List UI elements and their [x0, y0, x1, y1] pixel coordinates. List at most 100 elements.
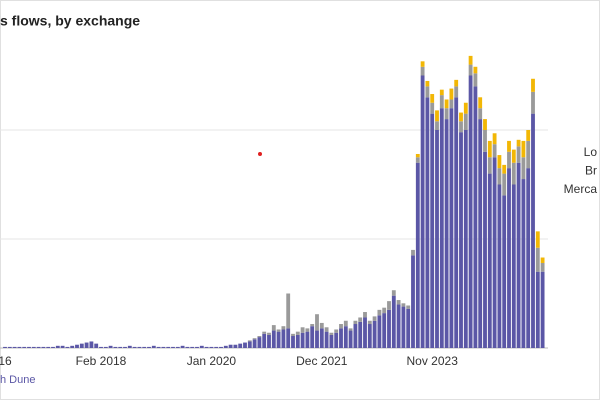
bar-segment: [415, 162, 420, 348]
bar-segment: [492, 144, 497, 158]
bar-segment: [502, 173, 507, 196]
bar-segment: [535, 231, 540, 248]
x-tick-label: Feb 2018: [76, 354, 127, 368]
bar-segment: [324, 327, 329, 332]
bar-segment: [463, 130, 468, 348]
bar-segment: [516, 162, 521, 348]
bar-segment: [171, 346, 175, 348]
bar-segment: [406, 308, 411, 348]
bar-segment: [343, 326, 348, 348]
bar-segment: [214, 346, 219, 348]
bar-segment: [468, 55, 473, 65]
bar-segment: [483, 151, 487, 348]
bar-segment: [180, 345, 185, 348]
bar-segment: [415, 153, 420, 158]
bar-segment: [454, 79, 459, 87]
bar-segment: [540, 262, 545, 272]
bar-segment: [367, 324, 372, 348]
bar-segment: [463, 102, 468, 114]
bar-segment: [540, 271, 545, 348]
bar-segment: [151, 345, 156, 348]
bar-segment: [473, 66, 478, 74]
bar-segment: [415, 157, 420, 163]
bar-segment: [372, 320, 377, 348]
bar-segment: [310, 326, 315, 348]
bar-segment: [238, 343, 243, 348]
bar-segment: [420, 66, 425, 76]
bar-segment: [223, 345, 228, 348]
bar-segment: [315, 314, 319, 331]
bar-segment: [243, 342, 247, 348]
bar-segment: [487, 173, 492, 348]
bar-segment: [406, 305, 411, 309]
bar-segment: [473, 86, 478, 349]
bar-segment: [459, 132, 463, 348]
bar-segment: [363, 312, 367, 318]
bar-segment: [175, 346, 180, 348]
bar-segment: [420, 75, 425, 348]
bar-segment: [353, 324, 358, 348]
bar-segment: [372, 316, 377, 321]
chart-title: s flows, by exchange: [0, 13, 140, 29]
bar-segment: [291, 336, 295, 348]
bar-segment: [478, 119, 483, 348]
source: h Dune: [0, 374, 35, 386]
bar-segment: [353, 320, 358, 325]
x-tick-label: Jan 2020: [187, 354, 237, 368]
bar-segment: [454, 97, 459, 348]
bar-segment: [396, 300, 401, 305]
bar-segment: [507, 168, 511, 348]
bar-segment: [377, 315, 382, 348]
bar-segment: [65, 346, 70, 348]
bar-segment: [478, 108, 483, 120]
bar-segment: [291, 333, 295, 337]
bar-segment: [449, 88, 454, 100]
bar-segment: [343, 320, 348, 327]
bar-segment: [257, 336, 262, 338]
bar-segment: [51, 346, 55, 348]
bar-segment: [310, 324, 315, 327]
bar-segment: [449, 108, 454, 348]
bar-segment: [516, 139, 521, 147]
bar-segment: [435, 110, 439, 122]
bar-segment: [334, 329, 339, 333]
bar-segment: [531, 78, 535, 92]
bar-segment: [276, 331, 281, 348]
bar-segment: [411, 255, 415, 348]
bar-segment: [247, 340, 252, 342]
bar-segment: [526, 140, 531, 169]
x-tick-label: Nov 2023: [407, 354, 459, 368]
bar-segment: [305, 331, 310, 348]
bar-segment: [521, 140, 526, 158]
legend-label: Lo: [584, 145, 598, 159]
legend-label: Merca: [564, 182, 598, 196]
bar-segment: [17, 346, 22, 348]
bar-segment: [497, 168, 502, 185]
bar-segment: [199, 345, 204, 348]
bar-segment: [60, 345, 65, 348]
bar-segment: [295, 334, 300, 348]
bar-segment: [497, 155, 502, 169]
bar-segment: [99, 346, 103, 348]
bar-segment: [521, 157, 526, 180]
bar-segment: [401, 306, 406, 348]
bar-segment: [487, 140, 492, 158]
bar-segment: [271, 325, 276, 331]
bar-segment: [430, 102, 435, 114]
bar-segment: [300, 327, 305, 333]
bar-segment: [228, 344, 233, 348]
bar-segment: [492, 133, 497, 145]
bar-segment: [531, 91, 535, 114]
bar-segment: [334, 332, 339, 348]
bar-segment: [147, 346, 151, 348]
bar-segment: [511, 184, 516, 348]
bar-segment: [281, 329, 286, 348]
bar-segment: [339, 328, 343, 348]
bar-segment: [113, 346, 118, 348]
bar-segment: [324, 331, 329, 348]
bar-segment: [195, 346, 199, 348]
x-tick-label: Dec 2021: [296, 354, 348, 368]
bar-segment: [252, 338, 257, 340]
bar-segment: [507, 140, 511, 152]
bar-segment: [118, 346, 123, 348]
